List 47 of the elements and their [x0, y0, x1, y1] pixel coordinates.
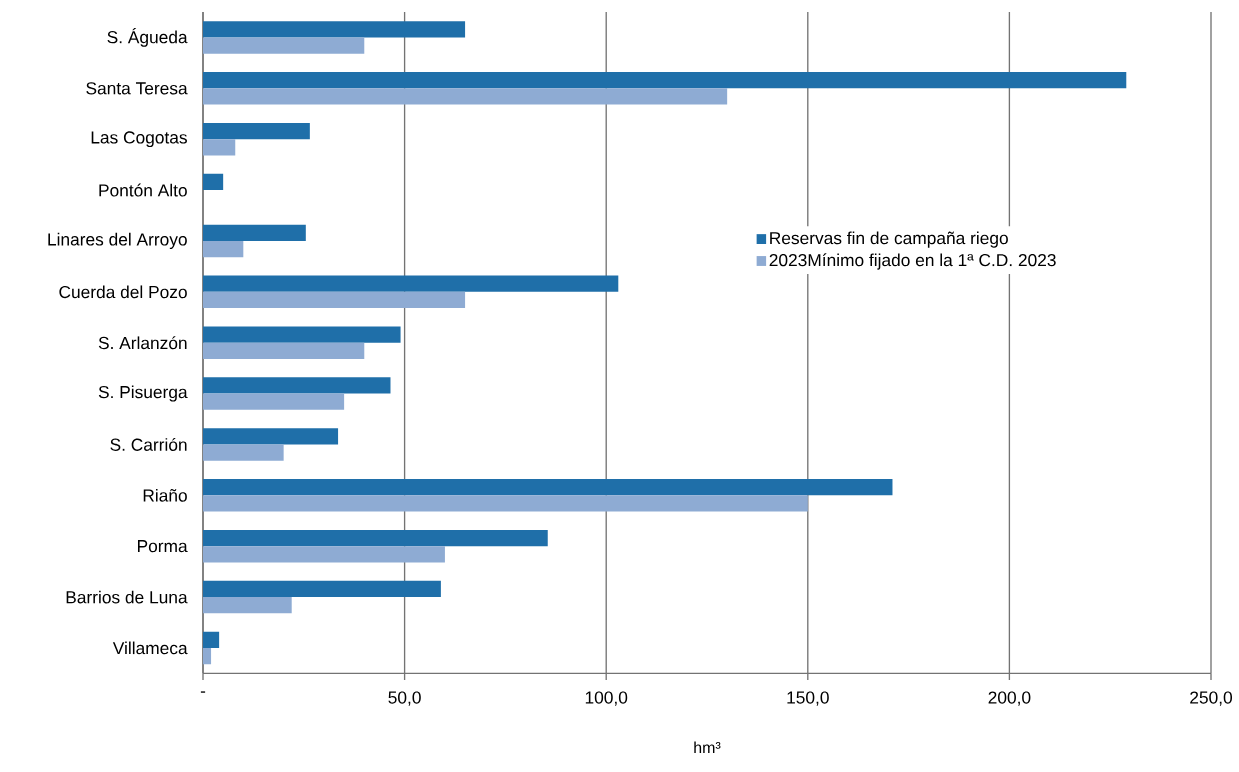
y-tick-label: Santa Teresa	[86, 82, 188, 95]
bar	[203, 37, 365, 54]
bar	[203, 326, 401, 343]
y-tick-label: S. Arlanzón	[98, 336, 187, 350]
y-tick-label: Cuerda del Pozo	[59, 285, 187, 299]
legend-label: Reservas fin de campaña riego	[770, 231, 1008, 248]
y-tick-label: Barrios de Luna	[66, 590, 188, 604]
bar	[203, 240, 244, 258]
bar	[203, 479, 893, 496]
x-tick-label: 200,0	[988, 691, 1031, 706]
bar	[203, 428, 339, 445]
y-tick-label: Villameca	[112, 641, 188, 655]
y-tick-label: Linares del Arroyo	[48, 232, 187, 250]
y-tick-label: S. Carrión	[110, 437, 187, 451]
bar	[203, 88, 728, 105]
bar	[203, 631, 220, 648]
x-tick-label: 100,0	[585, 691, 628, 706]
bar	[203, 275, 619, 292]
x-tick-label: 50,0	[388, 691, 421, 706]
bar	[203, 377, 391, 394]
x-tick-label: -	[200, 691, 206, 693]
y-tick-label: Pontón Alto	[99, 183, 187, 197]
bar	[203, 122, 310, 140]
bar	[203, 21, 466, 38]
y-tick-label: Riaño	[143, 488, 187, 502]
bar	[203, 529, 548, 547]
bar	[203, 291, 466, 309]
bar	[203, 647, 212, 665]
legend-label: 2023Mínimo fijado en la 1ª C.D. 2023	[769, 253, 1056, 270]
y-tick-label: S. Águeda	[107, 28, 188, 47]
bar	[203, 495, 808, 512]
x-tick-label: 150,0	[787, 691, 829, 706]
bar	[203, 444, 284, 461]
bar	[203, 173, 224, 191]
bar	[203, 224, 306, 241]
y-tick-label: Las Cogotas	[91, 131, 187, 148]
bar	[203, 72, 1127, 89]
bar	[203, 580, 441, 598]
bar	[203, 139, 236, 156]
y-tick-label: Porma	[137, 540, 188, 553]
bar	[203, 393, 345, 410]
x-axis-title: hm³	[694, 741, 721, 754]
bar	[203, 342, 365, 359]
bar	[203, 597, 292, 614]
x-tick-label: 250,0	[1190, 691, 1233, 706]
y-tick-label: S. Pisuerga	[98, 385, 188, 402]
bar	[203, 546, 445, 563]
